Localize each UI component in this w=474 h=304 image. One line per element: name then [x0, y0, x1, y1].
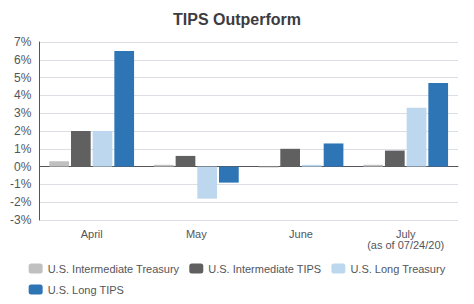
svg-text:7%: 7%	[14, 35, 32, 49]
svg-text:May: May	[186, 228, 207, 240]
svg-text:U.S. Long TIPS: U.S. Long TIPS	[48, 284, 124, 296]
svg-text:4%: 4%	[14, 88, 32, 102]
svg-text:July: July	[395, 227, 416, 240]
svg-text:-3%: -3%	[10, 213, 32, 227]
svg-text:6%: 6%	[14, 53, 32, 67]
svg-text:1%: 1%	[14, 142, 32, 156]
svg-text:2%: 2%	[14, 124, 32, 138]
svg-text:5%: 5%	[14, 71, 32, 85]
svg-text:U.S. Long Treasury: U.S. Long Treasury	[350, 263, 445, 275]
svg-text:U.S. Intermediate TIPS: U.S. Intermediate TIPS	[208, 263, 321, 275]
svg-text:-1%: -1%	[10, 177, 32, 191]
svg-text:TIPS Outperform: TIPS Outperform	[173, 11, 301, 28]
svg-text:0%: 0%	[14, 160, 32, 174]
svg-text:June: June	[289, 228, 313, 240]
svg-text:U.S. Intermediate Treasury: U.S. Intermediate Treasury	[48, 263, 180, 275]
svg-text:-2%: -2%	[10, 195, 32, 209]
svg-text:3%: 3%	[14, 106, 32, 120]
svg-text:(as of 07/24/20): (as of 07/24/20)	[367, 239, 444, 251]
svg-text:April: April	[81, 228, 103, 240]
